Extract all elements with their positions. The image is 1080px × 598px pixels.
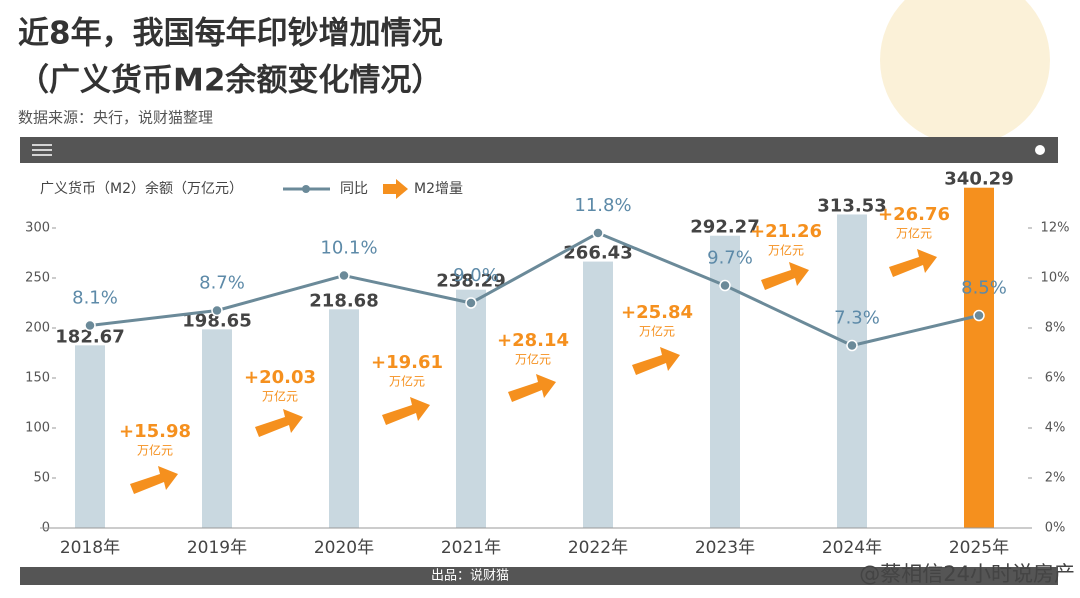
mascot-badge	[880, 0, 1050, 145]
header-bar	[20, 137, 1058, 163]
increment-arrow	[130, 466, 178, 494]
line-point	[338, 269, 350, 282]
y2-tick-label: 2%	[1045, 471, 1066, 486]
increment-arrow	[632, 347, 680, 375]
line-label: 8.7%	[199, 273, 245, 294]
y-tick-label: 200	[25, 321, 50, 336]
legend-dot	[302, 185, 310, 193]
line-point	[592, 227, 604, 239]
bar-label: 182.67	[55, 326, 124, 347]
bar-label: 313.53	[817, 195, 886, 216]
line-point	[973, 309, 985, 322]
bar	[837, 214, 867, 528]
bar	[202, 329, 232, 528]
increment-arrow	[889, 249, 937, 277]
increment-unit: 万亿元	[896, 226, 932, 241]
x-tick-label: 2019年	[187, 538, 247, 558]
line-label: 9.0%	[453, 265, 499, 286]
increment-arrow	[255, 409, 303, 437]
line-point	[465, 297, 477, 309]
x-tick-label: 2021年	[441, 538, 501, 558]
chart-title: 近8年，我国每年印钞增加情况	[18, 16, 443, 52]
x-tick-label: 2020年	[314, 538, 374, 558]
line-label: 8.5%	[961, 278, 1007, 299]
y-tick-label: 100	[25, 421, 50, 436]
bar-label: 238.29	[436, 271, 505, 292]
increment-label: +21.26	[750, 221, 822, 242]
y-tick-label: 300	[25, 221, 50, 236]
line-label: 10.1%	[320, 238, 377, 259]
increment-unit: 万亿元	[515, 352, 551, 367]
increment-unit: 万亿元	[262, 389, 298, 404]
x-tick-label: 2018年	[60, 538, 120, 558]
footer: 出品：说财猫	[431, 569, 509, 584]
bar	[75, 345, 105, 528]
increment-label: +26.76	[878, 204, 950, 225]
line-label: 7.3%	[834, 308, 880, 329]
bar-label: 292.27	[690, 217, 759, 238]
y2-tick-label: 12%	[1041, 221, 1070, 236]
x-tick-label: 2022年	[568, 538, 628, 558]
increment-label: +25.84	[621, 302, 693, 323]
increment-arrow	[761, 262, 809, 290]
x-tick-label: 2025年	[949, 538, 1009, 558]
increment-unit: 万亿元	[389, 374, 425, 389]
increment-label: +20.03	[244, 367, 316, 388]
menu-icon	[32, 144, 52, 156]
increment-unit: 万亿元	[137, 443, 173, 458]
line-label: 11.8%	[574, 195, 631, 216]
bar	[583, 261, 613, 528]
y-tick-label: 50	[33, 471, 50, 486]
bar-label: 340.29	[944, 169, 1013, 190]
increment-unit: 万亿元	[768, 243, 804, 258]
legend-label: M2增量	[414, 181, 463, 197]
bar-label: 218.68	[309, 290, 378, 311]
y-tick-label: 250	[25, 271, 50, 286]
y2-tick-label: 0%	[1045, 521, 1066, 536]
line-point	[211, 304, 223, 317]
bar-label: 198.65	[182, 310, 251, 331]
y2-tick-label: 8%	[1045, 321, 1066, 336]
line-point	[84, 319, 96, 332]
legend-arrow	[383, 179, 408, 199]
bar	[964, 187, 994, 528]
legend-label: 广义货币（M2）余额（万亿元）	[40, 180, 243, 197]
y2-tick-label: 10%	[1041, 271, 1070, 286]
chart-subtitle: （广义货币M2余额变化情况）	[18, 63, 442, 99]
increment-label: +28.14	[497, 330, 569, 351]
increment-label: +15.98	[119, 421, 191, 442]
line-point	[846, 339, 858, 352]
footer-bar	[20, 567, 1058, 585]
increment-label: +19.61	[371, 352, 443, 373]
increment-unit: 万亿元	[639, 324, 675, 339]
increment-arrow	[508, 374, 556, 402]
source: 数据来源：央行，说财猫整理	[18, 109, 213, 127]
y-tick-label: 150	[25, 371, 50, 386]
legend-label: 同比	[340, 181, 368, 197]
bar	[456, 289, 486, 528]
x-tick-label: 2023年	[695, 538, 755, 558]
y2-tick-label: 6%	[1045, 371, 1066, 386]
watermark: @蔡相信24小时说房产	[859, 562, 1075, 586]
y2-tick-label: 4%	[1045, 421, 1066, 436]
line-point	[719, 279, 731, 292]
line-label: 9.7%	[707, 248, 753, 269]
bar-label: 266.43	[563, 243, 632, 264]
line	[89, 231, 980, 348]
bar	[329, 309, 359, 528]
increment-arrow	[382, 397, 430, 425]
line-label: 8.1%	[72, 288, 118, 309]
x-tick-label: 2024年	[822, 538, 882, 558]
header-dot	[1035, 145, 1045, 155]
